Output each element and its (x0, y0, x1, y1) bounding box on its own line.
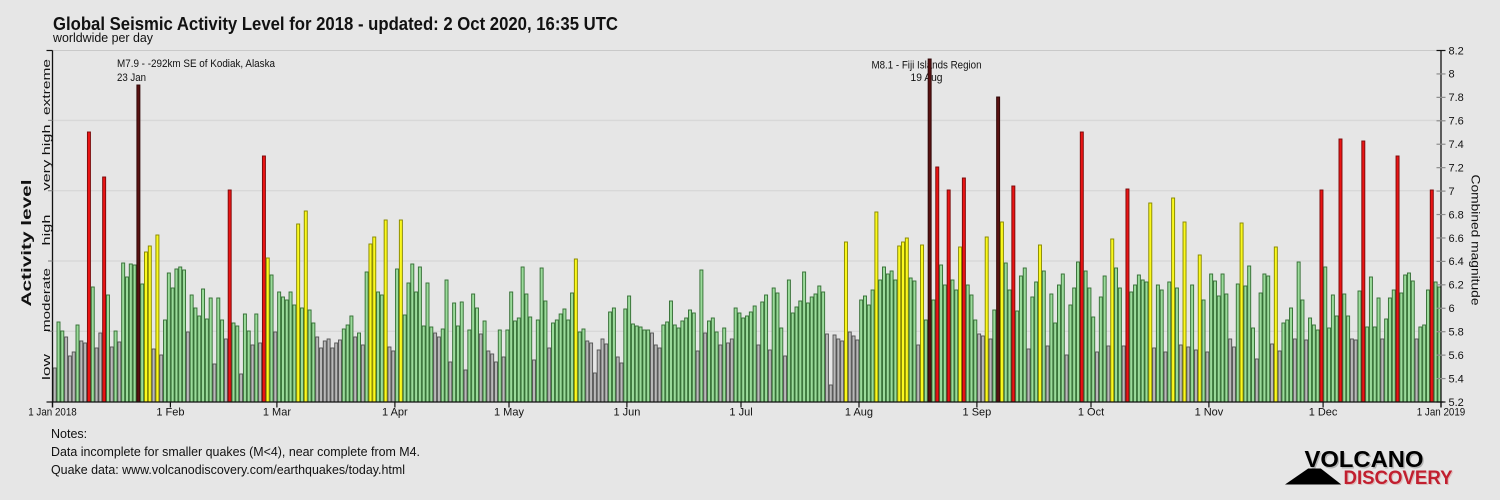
svg-text:extreme: extreme (41, 59, 53, 115)
svg-text:1 Dec: 1 Dec (1309, 406, 1338, 418)
svg-text:M8.1 - Fiji Islands Region: M8.1 - Fiji Islands Region (872, 60, 982, 72)
svg-text:Data incomplete for smaller qu: Data incomplete for smaller quakes (M<4)… (51, 445, 420, 459)
svg-text:19 Aug: 19 Aug (911, 72, 943, 84)
svg-text:low: low (41, 354, 53, 380)
svg-text:1 Jul: 1 Jul (729, 406, 752, 418)
svg-text:1 May: 1 May (494, 406, 524, 418)
svg-text:8.2: 8.2 (1449, 45, 1464, 57)
svg-text:Combined magnitude: Combined magnitude (1469, 175, 1483, 306)
svg-text:1 Sep: 1 Sep (963, 406, 992, 418)
svg-text:1 Oct: 1 Oct (1078, 406, 1104, 418)
svg-text:5.8: 5.8 (1449, 327, 1464, 339)
svg-text:DISCOVERY: DISCOVERY (1344, 467, 1453, 489)
svg-text:moderate: moderate (41, 268, 53, 332)
svg-text:Global Seismic Activity Level: Global Seismic Activity Level for 2018 -… (53, 14, 618, 34)
svg-text:5.6: 5.6 (1449, 350, 1464, 362)
svg-text:6: 6 (1449, 303, 1455, 315)
svg-text:VOLCANO: VOLCANO (1305, 446, 1424, 472)
svg-text:7.2: 7.2 (1449, 162, 1464, 174)
svg-text:5.4: 5.4 (1449, 373, 1464, 385)
svg-text:6.6: 6.6 (1449, 233, 1464, 245)
svg-text:VOLCANO: VOLCANO (1306, 447, 1425, 473)
svg-text:7.4: 7.4 (1449, 139, 1464, 151)
svg-text:1 Jan 2018: 1 Jan 2018 (28, 406, 77, 418)
svg-text:1 Jan 2019: 1 Jan 2019 (1417, 406, 1466, 418)
svg-text:6.4: 6.4 (1449, 256, 1464, 268)
svg-text:1 Mar: 1 Mar (263, 406, 291, 418)
svg-text:worldwide per day: worldwide per day (52, 31, 154, 45)
svg-text:7.6: 7.6 (1449, 116, 1464, 128)
svg-text:23 Jan: 23 Jan (117, 72, 146, 84)
svg-text:1 Apr: 1 Apr (382, 406, 408, 418)
svg-text:8: 8 (1449, 69, 1455, 81)
svg-text:1 Jun: 1 Jun (613, 406, 640, 418)
svg-text:6.2: 6.2 (1449, 280, 1464, 292)
svg-text:5.2: 5.2 (1449, 397, 1464, 409)
svg-text:Notes:: Notes: (51, 427, 87, 441)
svg-text:Quake data: www.volcanodiscove: Quake data: www.volcanodiscovery.com/ear… (51, 463, 405, 477)
svg-text:high: high (41, 215, 53, 246)
svg-text:1 Aug: 1 Aug (845, 406, 873, 418)
svg-text:7.8: 7.8 (1449, 92, 1464, 104)
svg-text:very high: very high (41, 125, 53, 191)
svg-text:Activity level: Activity level (19, 180, 34, 307)
svg-text:1 Feb: 1 Feb (156, 406, 184, 418)
svg-text:6.8: 6.8 (1449, 209, 1464, 221)
svg-text:M7.9 - -292km SE of Kodiak, Al: M7.9 - -292km SE of Kodiak, Alaska (117, 58, 276, 70)
svg-text:7: 7 (1449, 186, 1455, 198)
svg-text:DISCOVERY: DISCOVERY (1345, 468, 1454, 490)
svg-text:1 Nov: 1 Nov (1195, 406, 1224, 418)
